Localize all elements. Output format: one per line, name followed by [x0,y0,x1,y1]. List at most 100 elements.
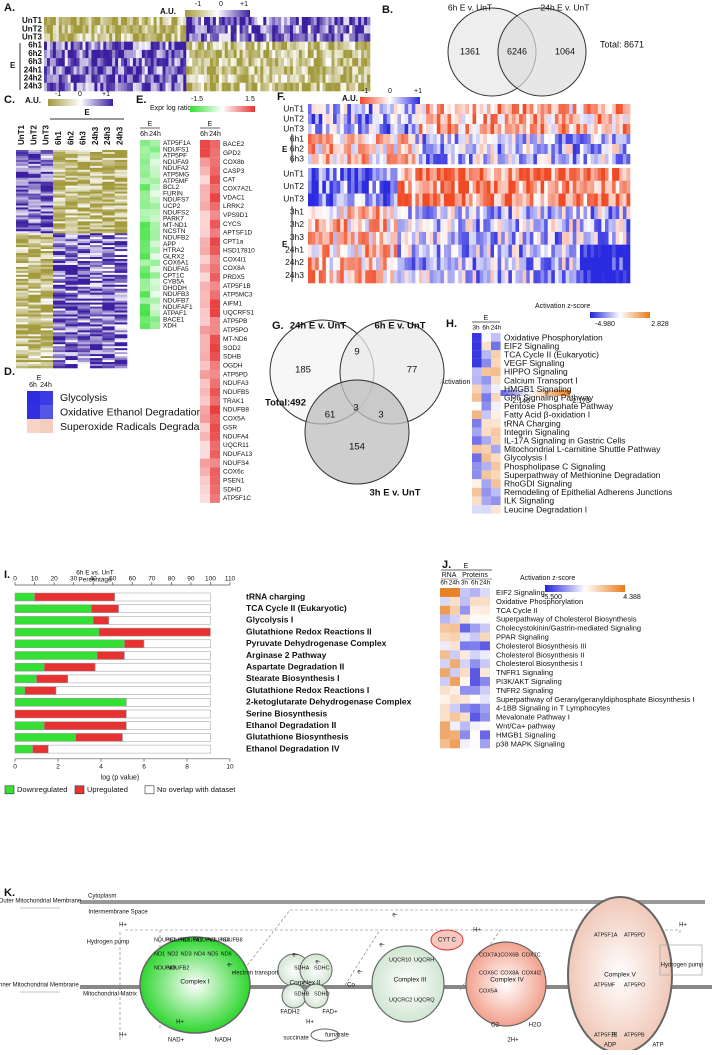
heatmap-cell [355,114,359,124]
heatmap-cell [213,25,216,34]
heatmap-cell [440,713,450,722]
heatmap-cell [308,181,312,194]
heatmap-cell [183,58,186,67]
heatmap-cell [390,124,394,134]
heatmap-cell [322,181,326,194]
heatmap-cell [115,366,128,368]
heatmap-cell [458,257,462,270]
heatmap-cell [222,25,225,34]
heatmap-cell [319,104,323,114]
heatmap-cell [448,194,452,207]
heatmap-cell [430,181,434,194]
heatmap-cell [207,83,210,92]
heatmap-cell [41,287,54,289]
heatmap-cell [469,219,473,232]
heatmap-cell [115,158,128,160]
heatmap-cell [390,134,394,144]
heatmap-cell [365,181,369,194]
group-label: RNA [442,572,457,579]
heatmap-cell [598,257,602,270]
heatmap-cell [78,190,91,192]
heatmap-cell [408,206,412,219]
term-label: Hydrogen pump [661,963,704,969]
heatmap-cell [260,75,263,84]
heatmap-cell [28,295,41,297]
heatmap-cell [512,104,516,114]
heatmap-cell [440,219,444,232]
heatmap-cell [171,17,174,26]
heatmap-cell [200,335,210,344]
heatmap-cell [548,144,552,154]
heatmap-cell [594,257,598,270]
heatmap-cell [426,245,430,258]
heatmap-cell [480,219,484,232]
heatmap-cell [16,231,29,233]
heatmap-cell [619,154,623,164]
heatmap-cell [376,219,380,232]
heatmap-cell [337,168,341,181]
heatmap-cell [240,58,243,67]
heatmap-cell [150,209,160,215]
heatmap-cell [278,33,281,42]
heatmap-cell [505,232,509,245]
heatmap-cell [41,204,54,206]
heatmap-cell [65,66,68,75]
heatmap-cell [41,156,54,158]
heatmap-cell [329,42,332,51]
heatmap-cell [372,124,376,134]
heatmap-cell [594,144,598,154]
heatmap-cell [65,204,78,206]
heatmap-cell [487,181,491,194]
heatmap-cell [200,273,210,282]
heatmap-cell [102,192,115,194]
heatmap-cell [260,33,263,42]
heatmap-cell [605,219,609,232]
group-label: E [10,61,16,70]
heatmap-cell [90,362,103,364]
heatmap-cell [90,168,103,170]
heatmap-cell [320,33,323,42]
heatmap-cell [347,181,351,194]
heatmap-cell [78,285,91,287]
heatmap-cell [102,253,115,255]
heatmap-cell [130,50,133,59]
heatmap-cell [16,174,29,176]
heatmap-cell [623,232,627,245]
heatmap-cell [394,104,398,114]
heatmap-cell [28,180,41,182]
heatmap-cell [41,275,54,277]
heatmap-cell [358,114,362,124]
heatmap-cell [616,124,620,134]
heatmap-cell [372,154,376,164]
heatmap-cell [387,181,391,194]
heatmap-cell [100,75,103,84]
heatmap-cell [91,42,94,51]
legend-label: Upregulated [87,785,128,794]
heatmap-cell [369,168,373,181]
heatmap-cell [210,308,220,317]
heatmap-cell [204,66,207,75]
heatmap-cell [401,245,405,258]
heatmap-cell [213,42,216,51]
heatmap-cell [102,168,115,170]
bar [15,652,97,660]
heatmap-cell [305,42,308,51]
heatmap-cell [106,17,109,26]
heatmap-cell [355,194,359,207]
heatmap-cell [41,168,54,170]
heatmap-cell [372,219,376,232]
heatmap-cell [482,350,492,359]
heatmap-cell [200,220,210,229]
bar [15,745,33,753]
heatmap-cell [65,324,78,326]
heatmap-cell [369,124,373,134]
heatmap-cell [222,33,225,42]
col-label: 24h3 [116,126,125,145]
heatmap-cell [41,253,54,255]
heatmap-cell [472,350,482,359]
subunit-label: COX5A [479,988,498,994]
heatmap-cell [28,307,41,309]
heatmap-cell [587,114,591,124]
row-label: 4-1BB Signaling in T Lymphocytes [496,704,610,713]
heatmap-cell [201,42,204,51]
